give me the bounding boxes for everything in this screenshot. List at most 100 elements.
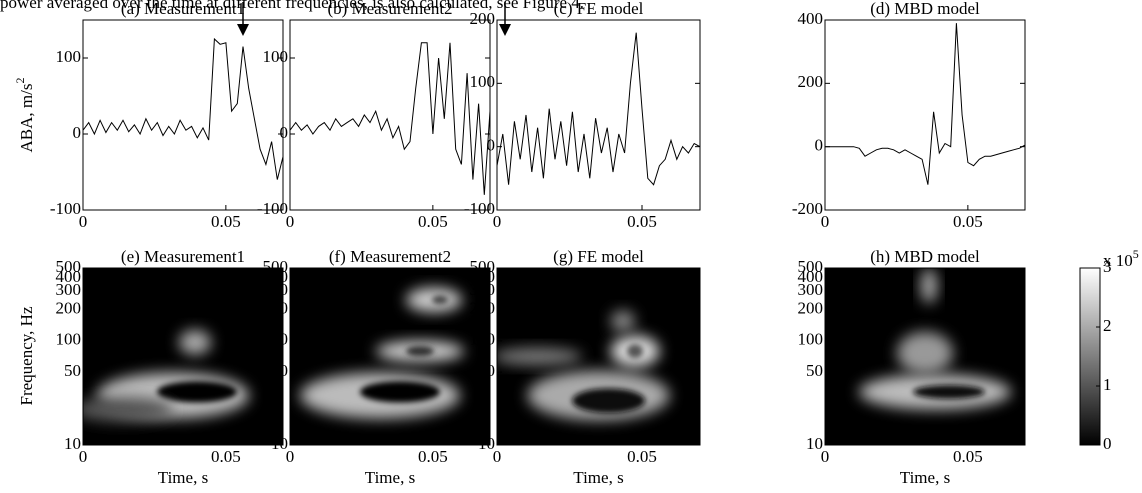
scale-exp: 5: [1133, 247, 1139, 261]
x-tick-label: 0: [821, 447, 830, 466]
x-tick-label: 0.05: [627, 447, 657, 466]
spectrogram-blob: [157, 381, 237, 403]
axes-frame: [496, 267, 701, 446]
y-axis-label: Frequency, Hz: [17, 306, 36, 405]
arrow: [499, 2, 511, 36]
colorbar-scale: x 105: [1103, 247, 1139, 270]
y-tick-label: 10: [478, 434, 495, 453]
axes-frame: [824, 267, 1026, 446]
y-tick-label: 500: [263, 257, 289, 276]
y-tick-label: 100: [470, 330, 496, 349]
y-tick-label: 10: [271, 434, 288, 453]
spectrogram-blob: [897, 331, 953, 375]
x-tick-label: 0: [493, 447, 502, 466]
y-tick-label: 100: [56, 47, 82, 66]
spectrogram-blob: [179, 329, 211, 355]
panel-title: (c) FE model: [554, 0, 644, 18]
y-tick-label: 50: [806, 361, 823, 380]
x-tick-label: 0.05: [418, 212, 448, 231]
y-tick-label: 100: [263, 47, 289, 66]
spectrogram-image: [497, 310, 670, 421]
axes-frame: [82, 267, 284, 446]
y-tick-label: 100: [470, 72, 496, 91]
x-tick-label: 0: [79, 447, 88, 466]
y-tick-label: -100: [257, 199, 288, 218]
x-tick-label: 0: [79, 212, 88, 231]
x-tick-label: 0.05: [211, 447, 241, 466]
y-tick-label: -200: [792, 199, 823, 218]
y-tick-label: 200: [470, 298, 496, 317]
y-tick-label: 500: [798, 257, 824, 276]
spectrogram-blob: [921, 268, 937, 304]
spectrogram-blob: [406, 345, 434, 357]
y-tick-label: 50: [478, 361, 495, 380]
axes-frame: [289, 267, 491, 446]
colorbar-tick-label: 0: [1103, 434, 1112, 453]
y-tick-label: 300: [263, 280, 289, 299]
x-tick-label: 0: [286, 212, 295, 231]
panel-title: (g) FE model: [553, 247, 644, 266]
spectrogram-image: [859, 268, 1011, 410]
y-tick-label: 400: [263, 267, 289, 286]
colorbar-tick-label: 3: [1103, 257, 1112, 276]
x-axis-label: Time, s: [158, 468, 208, 487]
spectrogram-panel: (f) Measurement2 Time, s 10 50 100 2003004005…: [263, 247, 491, 487]
y-tick-label: 400: [56, 267, 82, 286]
y-tick-label: 0: [815, 136, 824, 155]
x-tick-label: 0: [821, 212, 830, 231]
x-tick-label: 0.05: [627, 212, 657, 231]
y-tick-label: 0: [73, 123, 82, 142]
y-tick-label: 100: [56, 330, 82, 349]
y-tick-label: 100: [798, 330, 824, 349]
x-tick-label: 0.05: [953, 447, 983, 466]
scale-text: x 10: [1103, 251, 1133, 270]
y-tick-label: 200: [798, 298, 824, 317]
panel-title: (f) Measurement2: [329, 247, 451, 266]
y-tick-label: 400: [470, 267, 496, 286]
y-tick-label: 300: [470, 280, 496, 299]
signal-line: [496, 32, 701, 186]
y-tick-label: 500: [470, 257, 496, 276]
y-tick-label: 200: [56, 298, 82, 317]
colorbar-tick-label: 2: [1103, 316, 1112, 335]
panel-title: (e) Measurement1: [121, 247, 245, 266]
y-tick-label: 10: [806, 434, 823, 453]
y-tick-label: -100: [50, 199, 81, 218]
x-tick-label: 0.05: [211, 212, 241, 231]
spectrogram-blob: [913, 384, 985, 399]
spectrogram-blob: [497, 347, 583, 366]
y-tick-label: 400: [798, 9, 824, 28]
spectrogram-blob: [432, 295, 448, 305]
signal-line: [82, 37, 284, 180]
spectrogram-blob: [360, 381, 440, 403]
panel-title: (b) Measurement2: [327, 0, 452, 18]
y-tick-label: 300: [798, 280, 824, 299]
y-tick-label: 300: [56, 280, 82, 299]
spectrogram-image: [300, 287, 464, 419]
x-tick-label: 0: [493, 212, 502, 231]
y-tick-label: 200: [798, 72, 824, 91]
y-tick-label: 0: [487, 136, 496, 155]
y-tick-label: 200: [263, 298, 289, 317]
y-tick-label: 100: [263, 330, 289, 349]
y-tick-label: -100: [464, 199, 495, 218]
arrow: [237, 2, 249, 36]
axes-frame: [824, 19, 1026, 211]
y-tick-label: 10: [64, 434, 81, 453]
x-tick-label: 0.05: [953, 212, 983, 231]
axes-frame: [289, 19, 491, 211]
colorbar-gradient: [1079, 267, 1101, 446]
colorbar: 0 1 2 3x 105: [1079, 247, 1139, 453]
panel-title: (a) Measurement1: [121, 0, 245, 18]
axes-frame: [82, 19, 284, 211]
spectrogram-blob: [83, 397, 173, 422]
x-axis-label: Time, s: [900, 468, 950, 487]
y-label-sup: 2: [13, 78, 27, 84]
y-label-text: ABA, m/s: [17, 84, 36, 153]
